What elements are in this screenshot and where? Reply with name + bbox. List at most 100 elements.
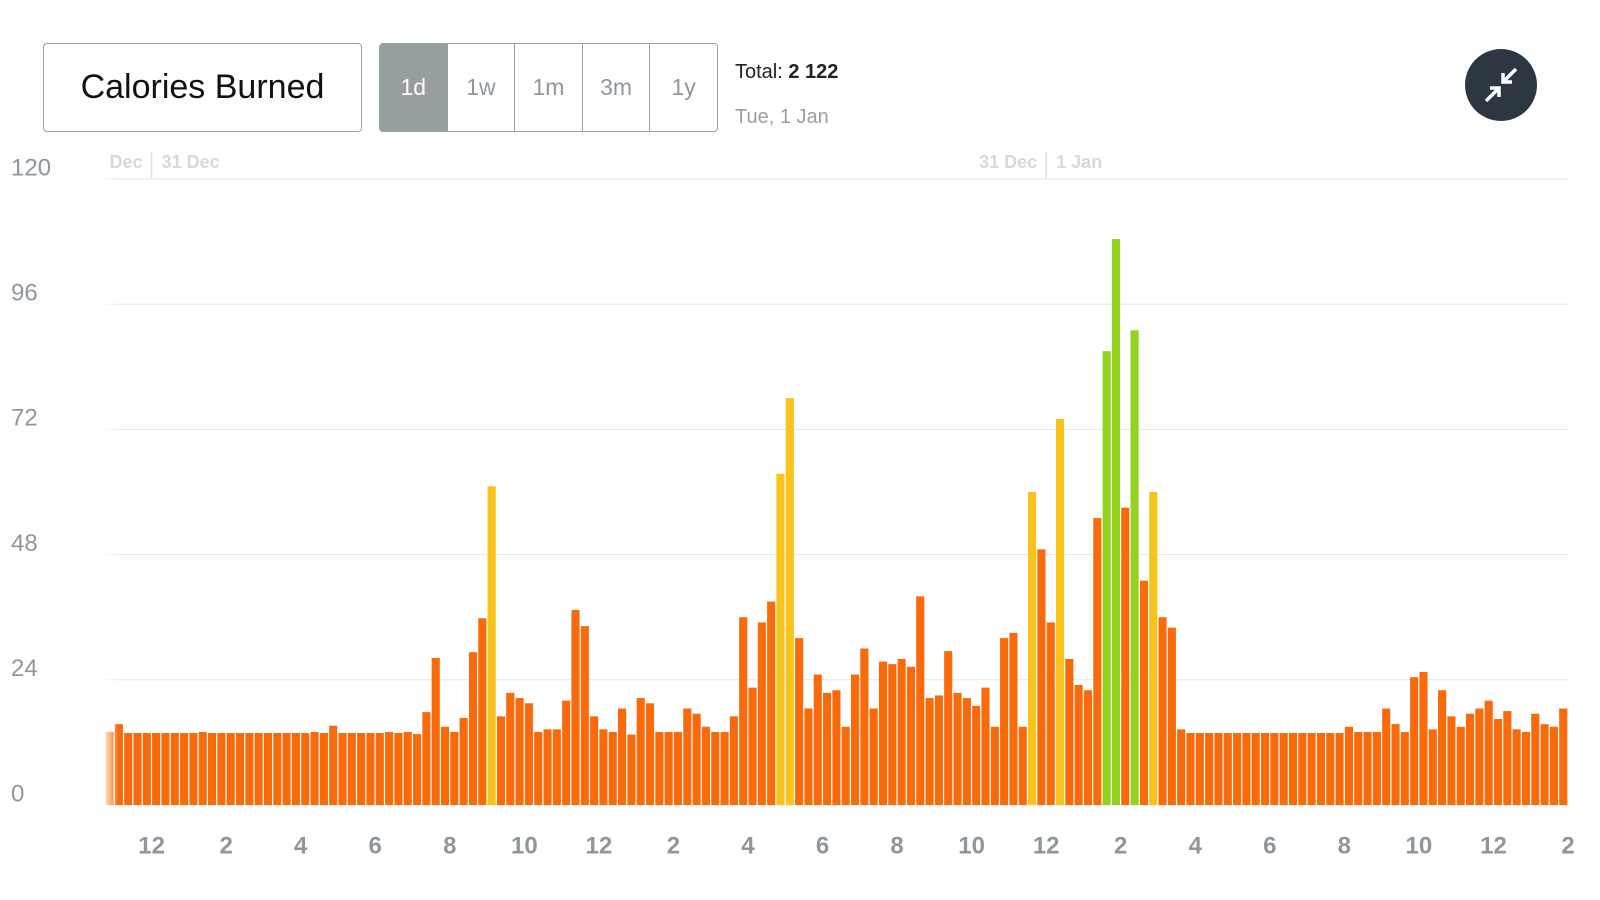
range-button[interactable]: 1w bbox=[446, 44, 515, 131]
bar bbox=[1531, 713, 1540, 805]
bar bbox=[506, 692, 515, 805]
bar bbox=[403, 731, 412, 805]
collapse-button[interactable] bbox=[1465, 49, 1537, 121]
range-button[interactable]: 1d bbox=[380, 44, 447, 131]
bar bbox=[683, 708, 692, 805]
bar bbox=[1438, 690, 1447, 805]
bar bbox=[422, 712, 431, 805]
bar bbox=[459, 717, 468, 805]
bar bbox=[217, 733, 226, 805]
bar bbox=[1419, 671, 1428, 805]
bar bbox=[608, 731, 617, 805]
bar bbox=[860, 648, 869, 805]
bar bbox=[310, 731, 319, 805]
bar bbox=[664, 731, 673, 805]
x-tick-label: 8 bbox=[443, 832, 456, 859]
bar bbox=[739, 617, 748, 805]
x-tick-label: 6 bbox=[1263, 832, 1276, 859]
bar bbox=[142, 733, 151, 805]
bar bbox=[813, 674, 822, 805]
bar bbox=[301, 733, 310, 805]
bar bbox=[1400, 731, 1409, 805]
bar bbox=[850, 674, 860, 805]
bar bbox=[953, 692, 962, 805]
bar bbox=[1391, 724, 1400, 805]
bar bbox=[627, 734, 636, 805]
bar bbox=[1111, 238, 1121, 805]
bar bbox=[1288, 733, 1298, 805]
bar bbox=[534, 731, 543, 805]
bar bbox=[906, 666, 916, 805]
y-tick-label: 72 bbox=[11, 405, 38, 432]
bar bbox=[571, 609, 580, 805]
range-button[interactable]: 1m bbox=[514, 44, 582, 131]
bar bbox=[152, 733, 161, 805]
bar bbox=[1493, 718, 1503, 805]
x-tick-label: 12 bbox=[1480, 832, 1507, 859]
bar bbox=[1037, 549, 1046, 805]
bar bbox=[767, 601, 776, 805]
bar bbox=[701, 726, 711, 805]
bar bbox=[1167, 627, 1176, 805]
bar bbox=[1102, 351, 1111, 805]
x-tick-label: 10 bbox=[1406, 832, 1433, 859]
date-before: 31 Dec bbox=[979, 152, 1037, 172]
bar bbox=[580, 626, 589, 805]
bar bbox=[1307, 733, 1316, 805]
x-tick-label: 12 bbox=[586, 832, 613, 859]
bar bbox=[972, 705, 981, 805]
range-button[interactable]: 3m bbox=[581, 44, 650, 131]
bar bbox=[338, 733, 347, 805]
bar bbox=[981, 687, 990, 805]
bar bbox=[1503, 711, 1512, 805]
y-tick-label: 48 bbox=[11, 530, 38, 557]
bar bbox=[1521, 731, 1531, 805]
bar bbox=[618, 708, 627, 805]
bar bbox=[366, 733, 375, 805]
total: Total: 2 122 bbox=[735, 61, 838, 84]
bar bbox=[841, 726, 850, 805]
bar bbox=[552, 729, 561, 805]
total-value: 2 122 bbox=[788, 61, 839, 83]
bar bbox=[590, 716, 599, 805]
bar bbox=[1251, 733, 1260, 805]
bar bbox=[487, 486, 496, 805]
x-tick-label: 2 bbox=[1114, 832, 1127, 859]
bar bbox=[757, 622, 766, 805]
bar bbox=[235, 733, 245, 805]
bar bbox=[990, 726, 999, 805]
bar bbox=[329, 725, 338, 805]
y-tick-label: 96 bbox=[11, 280, 38, 307]
bar bbox=[254, 733, 263, 805]
bar bbox=[1223, 733, 1232, 805]
bar bbox=[1149, 492, 1158, 805]
bar bbox=[1055, 418, 1065, 805]
bar bbox=[804, 708, 813, 805]
bar bbox=[878, 661, 888, 805]
x-tick-label: 4 bbox=[1189, 832, 1203, 859]
bar bbox=[226, 733, 235, 805]
bar bbox=[869, 708, 878, 805]
bar bbox=[198, 731, 207, 805]
bar bbox=[515, 698, 524, 805]
bar bbox=[832, 690, 841, 805]
bar bbox=[282, 733, 291, 805]
x-tick-label: 8 bbox=[890, 832, 903, 859]
bar bbox=[413, 734, 422, 805]
bar bbox=[944, 651, 953, 805]
bar bbox=[823, 692, 832, 805]
bar bbox=[1316, 733, 1326, 805]
chart-title[interactable]: Calories Burned bbox=[43, 43, 362, 132]
bar bbox=[1158, 617, 1167, 805]
collapse-icon[interactable] bbox=[1484, 67, 1518, 103]
bar bbox=[496, 716, 505, 805]
bar bbox=[440, 726, 450, 805]
collapse-circle[interactable] bbox=[1465, 49, 1537, 121]
bar bbox=[636, 698, 645, 805]
bar bbox=[347, 733, 356, 805]
x-tick-label: 8 bbox=[1338, 832, 1351, 859]
range-button[interactable]: 1y bbox=[649, 44, 717, 131]
bar bbox=[1335, 733, 1344, 805]
bar bbox=[1484, 700, 1493, 805]
